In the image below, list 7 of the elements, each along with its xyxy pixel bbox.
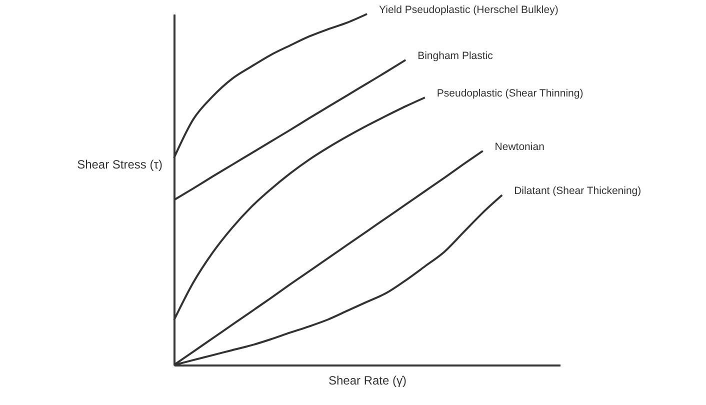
y-axis-title: Shear Stress (τ) (77, 158, 162, 172)
series-label: Yield Pseudoplastic (Herschel Bulkley) (379, 4, 558, 16)
x-axis-title: Shear Rate (γ̇) (328, 374, 407, 388)
series-label: Bingham Plastic (418, 50, 493, 62)
series-label: Newtonian (494, 140, 545, 153)
series-label: Dilatant (Shear Thickening) (514, 185, 642, 198)
series-label: Pseudoplastic (Shear Thinning) (436, 88, 584, 100)
